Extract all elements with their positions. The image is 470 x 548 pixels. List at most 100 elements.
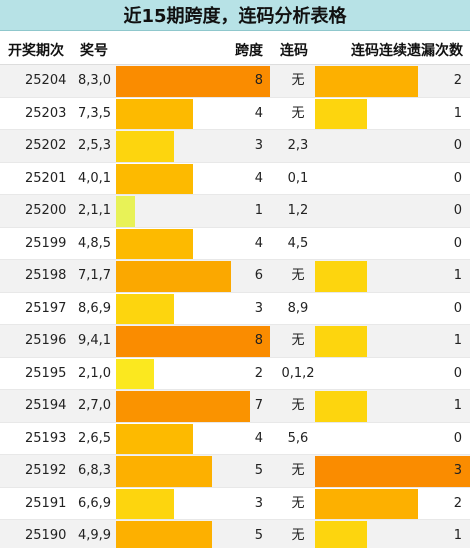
span-value: 4: [254, 105, 263, 121]
span-value: 3: [254, 138, 263, 153]
span-value: 3: [254, 300, 263, 316]
consec-cell: 无: [291, 528, 305, 543]
number-cell: 4,8,5: [78, 235, 112, 251]
span-bar: [116, 261, 232, 292]
span-bar: [116, 358, 155, 389]
span-bar: [116, 163, 193, 194]
table-row: 25195 2,1,0 2 0,1,2 0: [0, 358, 470, 390]
miss-value: 0: [453, 138, 462, 153]
miss-value: 3: [453, 463, 462, 478]
table-row: 25196 9,4,1 8 无 1: [0, 325, 470, 358]
span-value: 4: [254, 170, 263, 186]
number-cell: 4,9,9: [78, 528, 112, 543]
miss-value: 0: [453, 235, 462, 251]
span-value: 3: [254, 495, 263, 511]
number-cell: 6,6,9: [78, 495, 112, 511]
span-bar: [116, 98, 193, 129]
consec-cell: 无: [291, 268, 305, 283]
table-row: 25191 6,6,9 3 无 2: [0, 488, 470, 520]
table-row: 25198 7,1,7 6 无 1: [0, 260, 470, 293]
number-cell: 7,3,5: [78, 105, 112, 121]
number-cell: 2,1,1: [78, 203, 112, 218]
miss-value: 2: [453, 73, 462, 88]
consec-cell: 0,1: [287, 170, 309, 186]
span-value: 6: [254, 268, 263, 283]
span-bar: [116, 131, 174, 162]
header-miss: 连码连续遗漏次数: [351, 43, 463, 59]
consec-cell: 无: [291, 73, 305, 88]
span-value: 4: [254, 430, 263, 446]
span-value: 4: [254, 235, 263, 251]
number-cell: 2,5,3: [78, 138, 112, 153]
period-cell: 25202: [25, 138, 67, 153]
period-cell: 25192: [25, 463, 67, 478]
span-value: 8: [254, 73, 263, 88]
number-cell: 8,6,9: [78, 300, 112, 316]
consec-cell: 无: [291, 398, 305, 413]
period-cell: 25200: [25, 203, 67, 218]
span-bar: [116, 423, 193, 454]
table-row: 25190 4,9,9 5 无 1: [0, 520, 470, 548]
table-row: 25201 4,0,1 4 0,1 0: [0, 163, 470, 195]
span-bar: [116, 326, 270, 357]
miss-value: 1: [453, 268, 462, 283]
miss-value: 2: [453, 495, 462, 511]
miss-bar: [315, 66, 418, 97]
table-row: 25192 6,8,3 5 无 3: [0, 455, 470, 488]
consec-cell: 无: [291, 463, 305, 478]
span-value: 2: [254, 365, 263, 381]
header-span: 跨度: [235, 43, 263, 59]
period-cell: 25203: [25, 105, 67, 121]
miss-bar: [315, 391, 367, 422]
consec-cell: 2,3: [287, 138, 309, 153]
miss-value: 0: [453, 430, 462, 446]
table-row: 25203 7,3,5 4 无 1: [0, 98, 470, 130]
miss-value: 0: [453, 170, 462, 186]
period-cell: 25199: [25, 235, 67, 251]
consec-cell: 8,9: [287, 300, 309, 316]
period-cell: 25204: [25, 73, 67, 88]
table-row: 25200 2,1,1 1 1,2 0: [0, 195, 470, 228]
number-cell: 9,4,1: [78, 333, 112, 348]
header-period: 开奖期次: [8, 43, 64, 59]
span-value: 5: [254, 463, 263, 478]
table-row: 25199 4,8,5 4 4,5 0: [0, 228, 470, 260]
number-cell: 2,7,0: [78, 398, 112, 413]
period-cell: 25194: [25, 398, 67, 413]
number-cell: 4,0,1: [78, 170, 112, 186]
period-cell: 25195: [25, 365, 67, 381]
span-value: 1: [254, 203, 263, 218]
span-bar: [116, 456, 212, 487]
consec-cell: 5,6: [287, 430, 309, 446]
period-cell: 25198: [25, 268, 67, 283]
miss-value: 0: [453, 365, 462, 381]
span-bar: [116, 228, 193, 259]
table-row: 25194 2,7,0 7 无 1: [0, 390, 470, 423]
miss-bar: [315, 261, 367, 292]
miss-bar: [315, 98, 367, 129]
table-row: 25202 2,5,3 3 2,3 0: [0, 130, 470, 163]
miss-value: 1: [453, 528, 462, 543]
number-cell: 2,6,5: [78, 430, 112, 446]
span-bar: [116, 66, 270, 97]
header-number: 奖号: [80, 43, 108, 59]
miss-value: 0: [453, 203, 462, 218]
number-cell: 7,1,7: [78, 268, 112, 283]
miss-value: 0: [453, 300, 462, 316]
number-cell: 6,8,3: [78, 463, 112, 478]
span-bar: [116, 521, 212, 548]
consec-cell: 1,2: [287, 203, 309, 218]
consec-cell: 0,1,2: [281, 365, 315, 381]
span-bar: [116, 293, 174, 324]
number-cell: 2,1,0: [78, 365, 112, 381]
span-bar: [116, 488, 174, 519]
period-cell: 25191: [25, 495, 67, 511]
span-bar: [116, 391, 251, 422]
miss-bar: [315, 326, 367, 357]
header-consec: 连码: [280, 43, 308, 59]
consec-cell: 无: [291, 333, 305, 348]
number-cell: 8,3,0: [78, 73, 112, 88]
period-cell: 25197: [25, 300, 67, 316]
span-value: 8: [254, 333, 263, 348]
table-header: 开奖期次 奖号 跨度 连码 连码连续遗漏次数: [0, 31, 470, 65]
